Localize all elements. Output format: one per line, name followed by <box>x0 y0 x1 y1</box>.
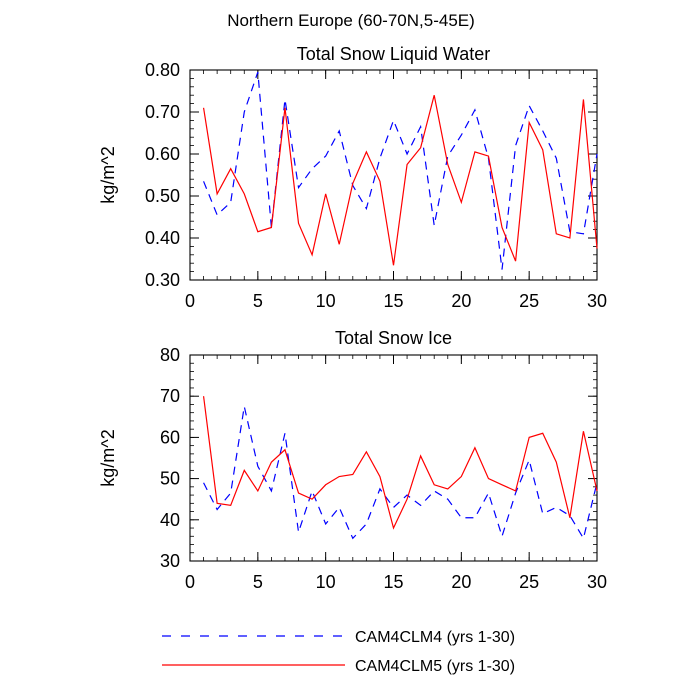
y-tick-label: 80 <box>160 345 180 365</box>
series-line-cam4clm5 <box>202 396 598 530</box>
y-tick-label: 60 <box>160 427 180 447</box>
x-tick-label: 30 <box>587 291 607 311</box>
chart-panel-1: 0 5 10 15 20 25 30 0.30 0.40 0.50 0.60 0.70 0.80 Tota… <box>98 44 607 311</box>
panel-title: Total Snow Liquid Water <box>297 44 490 64</box>
legend-label-clm5: CAM4CLM5 (yrs 1-30) <box>355 658 515 675</box>
y-tick-label: 0.60 <box>145 144 180 164</box>
y-tick-label: 0.50 <box>145 186 180 206</box>
y-tick-label: 70 <box>160 386 180 406</box>
y-tick-label: 0.40 <box>145 228 180 248</box>
panel-title: Total Snow Ice <box>335 328 452 348</box>
x-tick-label: 10 <box>316 291 336 311</box>
y-tick-label: 30 <box>160 551 180 571</box>
x-tick-label: 20 <box>451 572 471 592</box>
series-line-cam4clm5 <box>202 95 598 266</box>
chart-panels: 0 5 10 15 20 25 30 0.30 0.40 0.50 0.60 0.70 0.80 Tota… <box>98 44 607 592</box>
x-tick-label: 5 <box>253 291 263 311</box>
figure-title: Northern Europe (60-70N,5-45E) <box>227 11 475 30</box>
legend-label-clm4: CAM4CLM4 (yrs 1-30) <box>355 629 515 646</box>
chart-legend: CAM4CLM4 (yrs 1-30) CAM4CLM5 (yrs 1-30) <box>162 629 515 675</box>
y-tick-label: 0.70 <box>145 102 180 122</box>
plot-frame <box>189 69 598 281</box>
plot-frame <box>189 354 598 562</box>
x-tick-label: 0 <box>185 572 195 592</box>
y-tick-label: 0.30 <box>145 270 180 290</box>
y-tick-label: 40 <box>160 510 180 530</box>
x-tick-label: 10 <box>316 572 336 592</box>
y-tick-label: 0.80 <box>145 60 180 80</box>
x-tick-label: 30 <box>587 572 607 592</box>
x-tick-label: 25 <box>519 572 539 592</box>
series-line-cam4clm4 <box>203 406 598 540</box>
x-tick-label: 5 <box>253 572 263 592</box>
y-axis-label: kg/m^2 <box>98 429 118 486</box>
x-tick-label: 0 <box>185 291 195 311</box>
series-line-cam4clm4 <box>203 71 598 270</box>
y-tick-label: 50 <box>160 469 180 489</box>
y-axis-label: kg/m^2 <box>98 146 118 203</box>
x-tick-label: 15 <box>383 291 403 311</box>
x-tick-label: 20 <box>451 291 471 311</box>
x-tick-label: 25 <box>519 291 539 311</box>
chart-panel-2: 0 5 10 15 20 25 30 30 40 50 60 70 80 Total Snow Ice kg… <box>98 328 607 592</box>
x-tick-label: 15 <box>383 572 403 592</box>
